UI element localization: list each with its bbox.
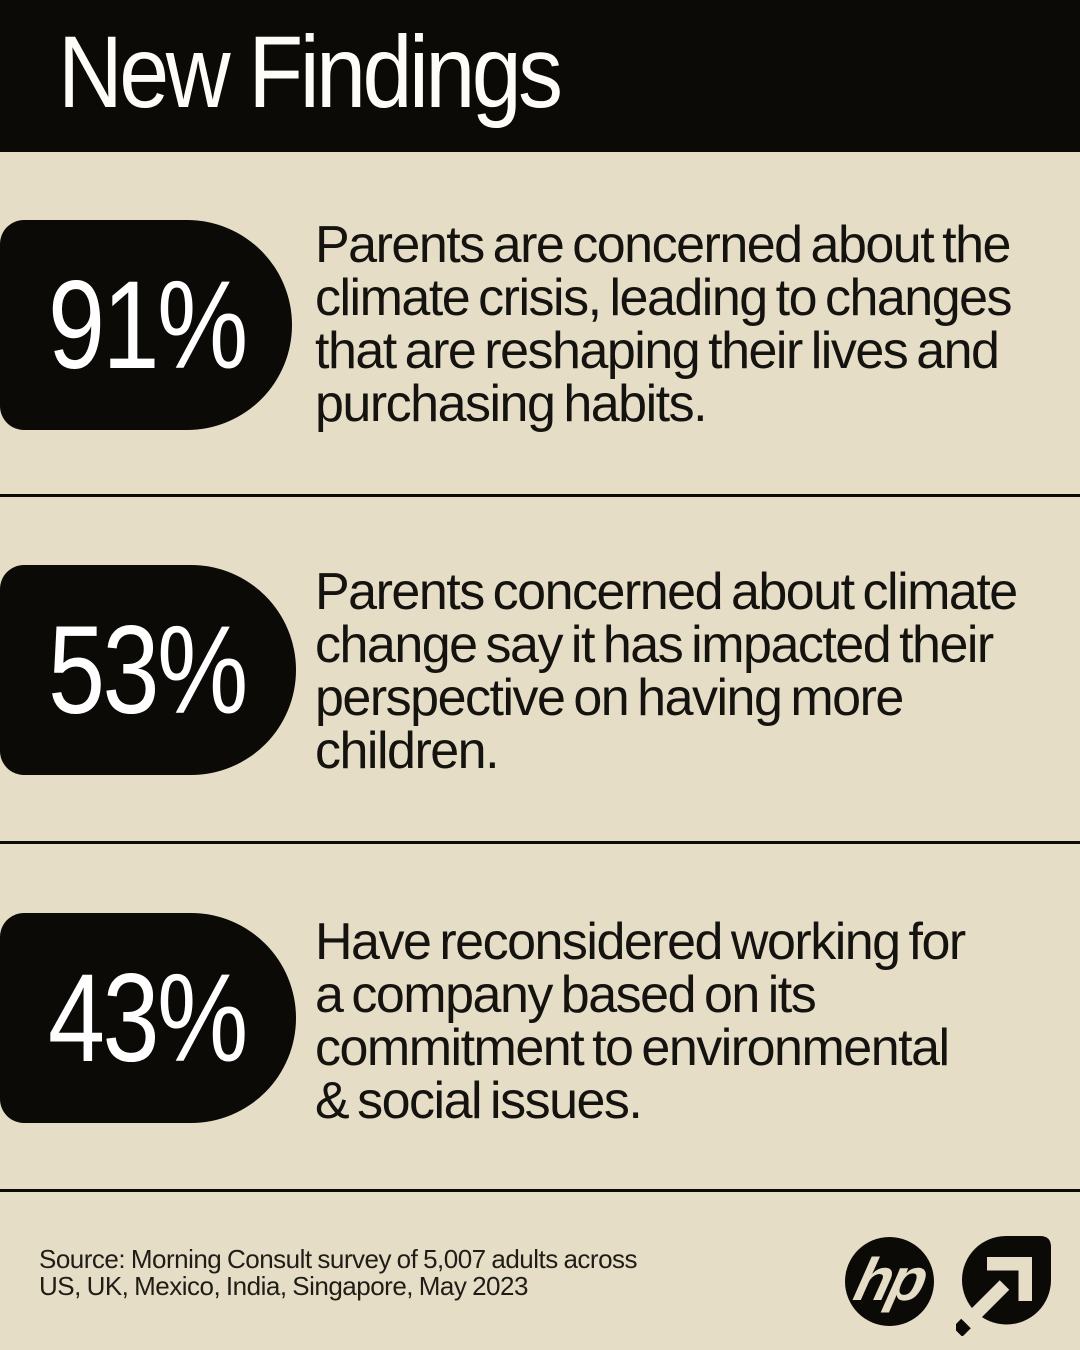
stat-line: Parents concerned about climate <box>315 563 1018 621</box>
stat-line: purchasing habits. <box>315 375 708 433</box>
source-attribution: Source: Morning Consult survey of 5,007 … <box>39 1244 638 1301</box>
page-title: New Findings <box>58 15 563 129</box>
divider <box>0 1189 1080 1192</box>
stat-description: Have reconsidered working for a company … <box>315 913 966 1130</box>
divider <box>0 494 1080 497</box>
source-line: US, UK, Mexico, India, Singapore, May 20… <box>39 1271 528 1301</box>
stat-pill-53: 53% <box>0 565 296 775</box>
stat-line: commitment to environmental <box>315 1019 950 1077</box>
stat-pill-91: 91% <box>0 220 292 430</box>
sustainability-arrow-icon <box>956 1236 1051 1336</box>
stat-line: a company based on its <box>315 966 817 1024</box>
arrow-head-right-bar <box>1018 1257 1032 1301</box>
divider <box>0 841 1080 844</box>
stat-value: 53% <box>48 600 248 740</box>
stat-value: 43% <box>48 948 248 1088</box>
stat-line: Have reconsidered working for <box>315 913 966 971</box>
stat-line: Parents are concerned about the <box>315 216 1011 274</box>
stat-line: children. <box>315 722 500 780</box>
source-line: Source: Morning Consult survey of 5,007 … <box>39 1244 638 1274</box>
stat-line: climate crisis, leading to changes <box>315 269 1013 327</box>
stat-description: Parents concerned about climate change s… <box>315 563 1018 780</box>
stat-line: perspective on having more <box>315 669 904 727</box>
stat-description: Parents are concerned about the climate … <box>315 216 1013 433</box>
arrow-shaft-cutout <box>966 1280 1010 1324</box>
stat-value: 91% <box>48 255 248 395</box>
header-bar: New Findings <box>0 0 1080 152</box>
hp-logo: hp <box>845 1237 934 1326</box>
stat-pill-43: 43% <box>0 913 296 1123</box>
stat-line: change say it has impacted their <box>315 616 994 674</box>
arrow-tail <box>956 1318 971 1336</box>
hp-logo-text: hp <box>848 1245 933 1313</box>
stat-line: & social issues. <box>315 1072 643 1130</box>
stat-line: that are reshaping their lives and <box>315 322 1000 380</box>
